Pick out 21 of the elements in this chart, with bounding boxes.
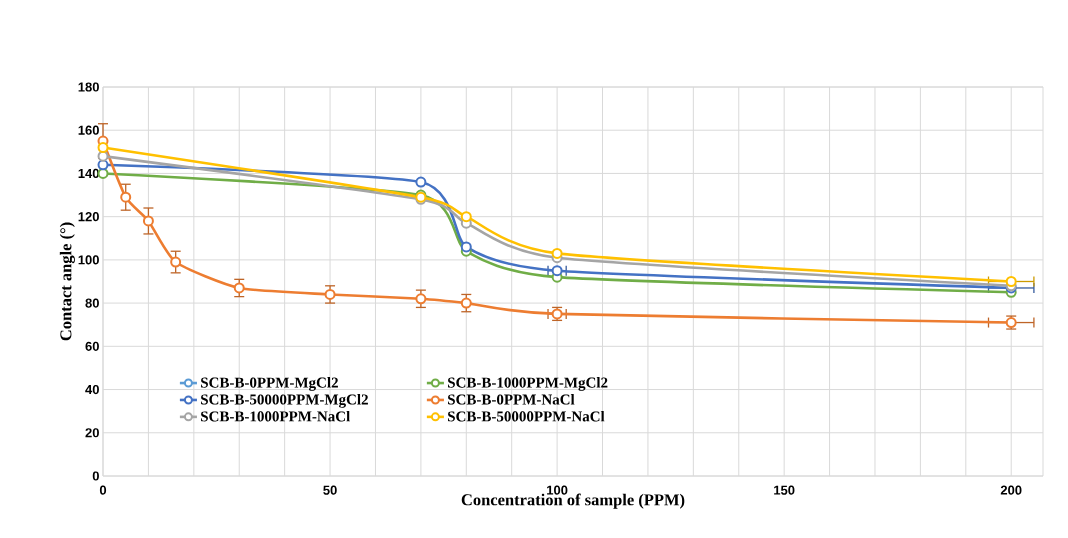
x-tick-label: 150: [774, 485, 795, 495]
y-tick-label: 100: [78, 255, 99, 265]
y-tick-label: 80: [85, 298, 99, 308]
x-tick-label: 100: [547, 485, 568, 495]
legend-label: SCB-B-50000PPM-NaCl: [448, 410, 605, 422]
y-tick-label: 120: [78, 212, 99, 222]
x-tick-label: 50: [323, 485, 337, 495]
y-tick-label: 40: [85, 384, 99, 395]
x-tick-label: 200: [1000, 485, 1022, 495]
legend-label: SCB-B-0PPM-MgCl2: [201, 377, 338, 391]
y-tick-label: 160: [78, 125, 99, 135]
x-tick-label: 0: [99, 485, 107, 495]
legend-label: SCB-B-50000PPM-MgCl2: [201, 394, 368, 408]
y-tick-label: 60: [85, 341, 99, 351]
y-tick-label: 20: [85, 428, 99, 438]
legend-label: SCB-B-0PPM-NaCl: [448, 394, 575, 405]
legend-label: SCB-B-1000PPM-NaCl: [201, 410, 350, 422]
y-tick-label: 180: [78, 82, 99, 92]
y-axis-title: Contact angle (°): [59, 222, 75, 341]
legend-label: SCB-B-1000PPM-MgCl2: [448, 377, 608, 391]
y-tick-label: 0: [92, 471, 99, 481]
